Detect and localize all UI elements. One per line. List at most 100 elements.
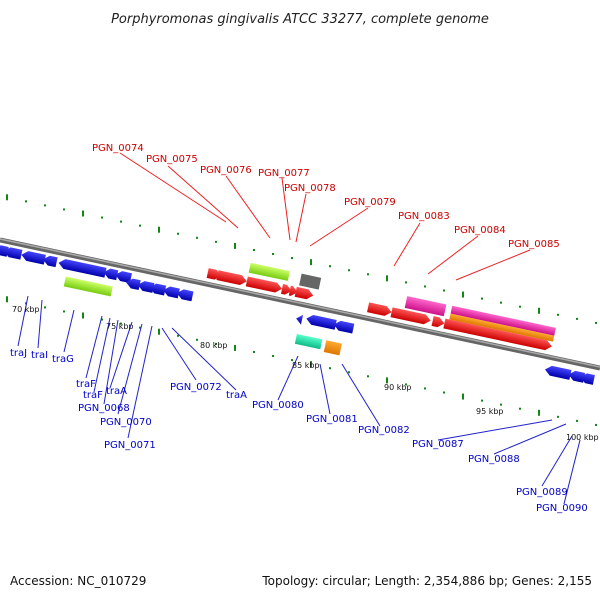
minor-tick: [291, 257, 293, 260]
reverse-gene-arrow[interactable]: [58, 258, 107, 278]
minor-tick: [253, 248, 255, 251]
major-tick: [82, 210, 84, 217]
minor-tick: [63, 310, 65, 313]
reverse-gene-arrow[interactable]: [137, 280, 155, 293]
gene-label[interactable]: PGN_0075: [146, 154, 198, 165]
minor-tick: [500, 403, 502, 406]
rna-feature[interactable]: [248, 262, 290, 281]
gene-label[interactable]: PGN_0089: [516, 487, 568, 498]
forward-gene-arrow[interactable]: [245, 276, 283, 294]
minor-tick: [291, 359, 293, 362]
minor-tick: [443, 289, 445, 292]
major-tick: [310, 259, 312, 266]
gene-label[interactable]: traJ: [10, 348, 27, 359]
minor-tick: [443, 391, 445, 394]
minor-tick: [215, 240, 217, 243]
reverse-gene-arrow[interactable]: [148, 282, 167, 296]
top-leader-lines: [119, 152, 531, 281]
gene-label[interactable]: PGN_0090: [536, 503, 588, 514]
forward-gene-arrow[interactable]: [367, 302, 393, 317]
accession-text: Accession: NC_010729: [10, 574, 146, 588]
gene-label[interactable]: PGN_0068: [78, 403, 130, 414]
gene-label[interactable]: traG: [52, 354, 74, 365]
forward-gene-arrow[interactable]: [294, 286, 315, 301]
gene-label[interactable]: PGN_0085: [508, 239, 560, 250]
gene-label[interactable]: PGN_0072: [170, 382, 222, 393]
minor-tick: [272, 355, 274, 358]
reverse-gene-arrow[interactable]: [20, 250, 46, 265]
teal-feature[interactable]: [294, 334, 323, 350]
minor-tick: [63, 208, 65, 211]
gene-label[interactable]: PGN_0074: [92, 143, 144, 154]
gene-label[interactable]: PGN_0078: [284, 183, 336, 194]
gene-label[interactable]: PGN_0079: [344, 197, 396, 208]
gene-label[interactable]: PGN_0083: [398, 211, 450, 222]
gene-label[interactable]: PGN_0076: [200, 165, 252, 176]
gene-label[interactable]: PGN_0084: [454, 225, 506, 236]
minor-tick: [519, 305, 521, 308]
reverse-gene-arrow[interactable]: [162, 285, 180, 299]
minor-tick: [576, 419, 578, 422]
orange-feature[interactable]: [323, 340, 342, 356]
genome-backbone: [0, 237, 600, 371]
gray-feature[interactable]: [299, 273, 322, 290]
minor-tick: [25, 302, 27, 305]
forward-gene-arrow[interactable]: [443, 318, 553, 352]
minor-tick: [177, 232, 179, 235]
tick-label: 95 kbp: [476, 407, 504, 416]
tick-label: 80 kbp: [200, 341, 228, 350]
minor-tick: [101, 216, 103, 219]
reverse-gene-arrow[interactable]: [3, 246, 23, 260]
gene-label[interactable]: PGN_0082: [358, 425, 410, 436]
tick-label: 100 kbp: [566, 433, 599, 442]
gene-label[interactable]: traA: [106, 386, 127, 397]
gene-label[interactable]: PGN_0088: [468, 454, 520, 465]
reverse-gene-arrow[interactable]: [114, 270, 132, 284]
reverse-gene-arrow[interactable]: [333, 320, 355, 334]
minor-tick: [177, 334, 179, 337]
minor-tick: [367, 273, 369, 276]
minor-tick: [139, 326, 141, 329]
forward-gene-arrow[interactable]: [431, 316, 446, 328]
major-tick: [462, 291, 464, 298]
forward-gene-arrow[interactable]: [216, 270, 247, 286]
gene-label[interactable]: PGN_0070: [100, 417, 152, 428]
orange-feature[interactable]: [449, 313, 555, 342]
minor-tick: [424, 387, 426, 390]
gene-label[interactable]: PGN_0087: [412, 439, 464, 450]
gene-label[interactable]: traF: [76, 379, 96, 390]
reverse-gene-arrow[interactable]: [544, 365, 572, 380]
reverse-gene-arrow[interactable]: [567, 370, 586, 383]
gene-label[interactable]: PGN_0081: [306, 414, 358, 425]
major-tick: [234, 344, 236, 351]
gene-label[interactable]: traA: [226, 390, 247, 401]
rna-feature[interactable]: [63, 276, 113, 297]
major-tick: [158, 328, 160, 335]
forward-gene-arrow[interactable]: [390, 307, 431, 325]
minor-tick: [272, 253, 274, 256]
pink-feature[interactable]: [404, 296, 447, 317]
reverse-gene-arrow[interactable]: [176, 288, 194, 302]
forward-gene-arrow[interactable]: [280, 284, 293, 296]
reverse-gene-arrow[interactable]: [125, 277, 141, 291]
reverse-gene-arrow[interactable]: [305, 314, 337, 330]
reverse-gene-arrow[interactable]: [295, 314, 304, 325]
major-tick: [234, 242, 236, 249]
gene-label[interactable]: PGN_0080: [252, 400, 304, 411]
gene-label[interactable]: PGN_0077: [258, 168, 310, 179]
gene-label[interactable]: traI: [31, 350, 48, 361]
reverse-gene-arrow[interactable]: [579, 372, 595, 385]
tick-label: 75 kbp: [106, 322, 134, 331]
minor-tick: [329, 265, 331, 268]
reverse-gene-arrow[interactable]: [42, 254, 58, 268]
reverse-gene-arrow[interactable]: [102, 267, 119, 281]
gene-label[interactable]: traF: [83, 390, 103, 401]
gene-label[interactable]: PGN_0071: [104, 440, 156, 451]
reverse-gene-arrow[interactable]: [0, 244, 9, 257]
tick-label: 85 kbp: [292, 361, 320, 370]
map-title: Porphyromonas gingivalis ATCC 33277, com…: [111, 12, 489, 27]
pink-feature[interactable]: [450, 305, 556, 336]
feature-track: [0, 244, 595, 385]
